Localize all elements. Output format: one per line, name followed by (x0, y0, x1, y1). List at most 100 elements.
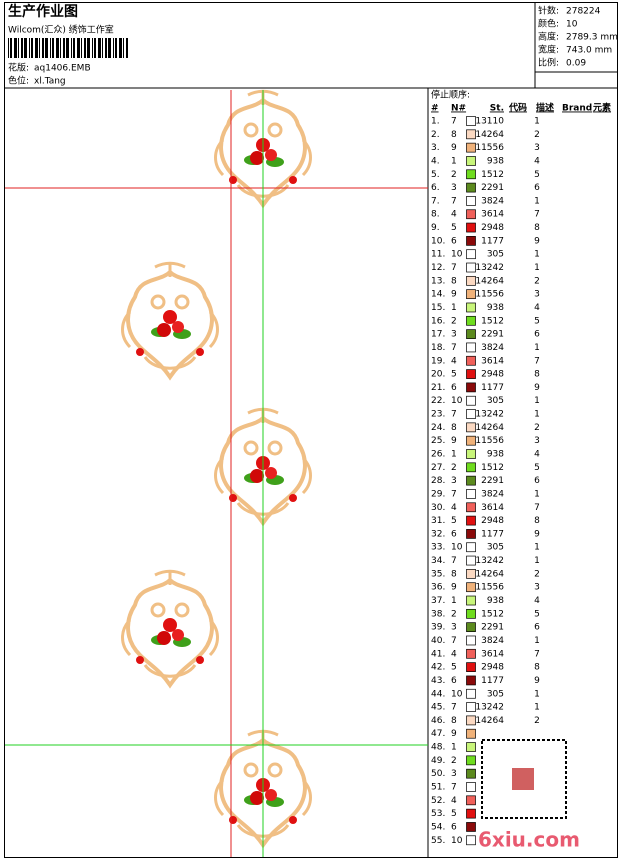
color-swatch (466, 142, 476, 153)
color-swatch (466, 435, 476, 446)
row-number: 50. (431, 769, 445, 779)
row-number: 27. (431, 463, 445, 473)
needle: 5 (451, 223, 457, 233)
bar (8, 38, 9, 58)
stitches: 1512 (481, 316, 504, 326)
needle: 5 (451, 516, 457, 526)
code: 7 (534, 210, 540, 220)
color-swatch (466, 355, 476, 366)
barcode (8, 38, 128, 58)
row-number: 21. (431, 383, 445, 393)
stitches: 305 (487, 250, 504, 260)
color-swatch (466, 209, 476, 220)
bar (73, 38, 75, 58)
color-swatch (466, 595, 476, 606)
bar (50, 38, 51, 58)
needle: 1 (451, 596, 457, 606)
code: 8 (534, 516, 540, 526)
needle: 10 (451, 689, 463, 699)
color-swatch (466, 369, 476, 379)
color-swatch (466, 529, 476, 539)
bar (94, 38, 96, 58)
needle: 8 (451, 423, 457, 433)
row-number: 45. (431, 703, 445, 713)
bar (56, 38, 59, 58)
color-swatch (466, 662, 476, 672)
needle: 7 (451, 410, 457, 420)
bar (98, 38, 101, 58)
color-swatch (466, 156, 476, 166)
row-number: 33. (431, 543, 445, 553)
stitches: 14264 (475, 276, 504, 286)
stat-value: 0.09 (566, 59, 586, 69)
color-swatch (466, 329, 476, 339)
row-number: 55. (431, 836, 445, 846)
color-swatch (466, 342, 476, 353)
design-area (5, 88, 428, 857)
row-number: 12. (431, 263, 445, 273)
needle: 4 (451, 210, 457, 220)
code: 1 (534, 703, 540, 713)
colorway: xl.Tang (34, 77, 66, 87)
color-swatch (466, 422, 476, 433)
stitches: 3614 (481, 356, 504, 366)
code: 6 (534, 476, 540, 486)
row-number: 9. (431, 223, 440, 233)
color-swatch (466, 116, 476, 126)
color-swatch (466, 275, 476, 286)
row-number: 28. (431, 476, 445, 486)
code: 8 (534, 223, 540, 233)
row-number: 47. (431, 729, 445, 739)
code: 4 (534, 303, 540, 313)
row-number: 37. (431, 596, 445, 606)
stat-label: 比例: (538, 57, 559, 69)
code: 1 (534, 489, 540, 499)
row-number: 5. (431, 170, 440, 180)
needle: 3 (451, 623, 457, 633)
needle: 3 (451, 183, 457, 193)
stitches: 3614 (481, 210, 504, 220)
column-header: N# (451, 104, 466, 114)
needle: 4 (451, 356, 457, 366)
stat-label: 宽度: (538, 44, 559, 56)
color-swatch (466, 822, 476, 832)
stitches: 1177 (481, 676, 504, 686)
stitches: 13242 (475, 703, 504, 713)
needle: 7 (451, 263, 457, 273)
row-number: 41. (431, 649, 445, 659)
code: 8 (534, 370, 540, 380)
row-number: 18. (431, 343, 445, 353)
color-swatch (466, 409, 476, 419)
needle: 9 (451, 436, 457, 446)
row-number: 42. (431, 663, 445, 673)
stitches: 938 (487, 303, 504, 313)
row-number: 52. (431, 796, 445, 806)
code: 7 (534, 356, 540, 366)
stat-label: 针数: (538, 5, 559, 17)
stitches: 13242 (475, 556, 504, 566)
stitches: 2291 (481, 183, 504, 193)
bar (29, 38, 30, 58)
stitches: 2948 (481, 223, 504, 233)
stitches: 2948 (481, 663, 504, 673)
bar (14, 38, 17, 58)
stop-table: 停止顺序:# N# St. 代码 描述 Brand 元素1. 7 13110 12. 8 14264 2… (431, 89, 611, 846)
code: 8 (534, 663, 540, 673)
color-swatch (466, 728, 476, 739)
needle: 1 (451, 303, 457, 313)
border (4, 2, 618, 858)
row-number: 49. (431, 756, 445, 766)
bar (126, 38, 128, 58)
row-number: 17. (431, 330, 445, 340)
color-swatch (466, 196, 476, 206)
color-swatch (466, 782, 476, 792)
color-swatch (466, 382, 476, 393)
needle: 2 (451, 463, 457, 473)
row-number: 4. (431, 156, 440, 166)
code: 5 (534, 316, 540, 326)
code: 9 (534, 676, 540, 686)
column-header: Brand (562, 104, 592, 114)
qr-watermark (478, 738, 568, 820)
bar (66, 38, 69, 58)
